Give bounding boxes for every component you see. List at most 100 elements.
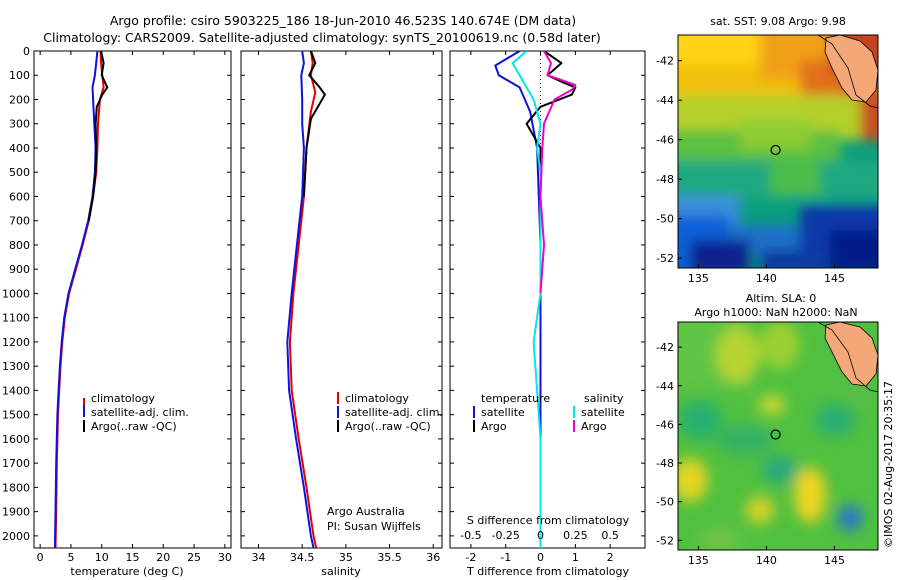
x-tick-label: 20 — [156, 551, 170, 564]
x-tick-label: -1 — [500, 551, 511, 564]
y-tick-label: 400 — [9, 142, 30, 155]
tasmania-landmass — [824, 35, 878, 103]
map-y-tick-label: -46 — [656, 134, 674, 147]
map-y-tick-label: -42 — [656, 55, 674, 68]
shelf-contour — [817, 322, 878, 393]
salinity-legend: climatology satellite-adj. clim. Argo(..… — [337, 392, 443, 433]
sla-map-subtitle: Argo h1000: NaN h2000: NaN — [694, 306, 857, 319]
y-tick-label: 1400 — [2, 384, 30, 397]
x-tick-label: 10 — [95, 551, 109, 564]
y-tick-label: 0 — [23, 45, 30, 58]
salinity-axes-frame — [240, 50, 443, 549]
map-y-tick-label: -50 — [656, 213, 674, 226]
sst-map-panel: sat. SST: 9.08 Argo: 9.98 — [656, 15, 879, 285]
sla-map-frame — [677, 321, 879, 551]
x-tick-label: 25 — [187, 551, 201, 564]
sst-map-title: sat. SST: 9.08 Argo: 9.98 — [710, 15, 846, 28]
series-line-satellite-adj-clim — [53, 51, 99, 548]
x-tick-label: 36 — [426, 551, 440, 564]
sla-map-panel: Altim. SLA: 0 Argo h1000: NaN h2000: NaN — [656, 292, 879, 567]
y-tick-label: 1600 — [2, 433, 30, 446]
argo-position-marker — [770, 144, 781, 156]
s-tick-label: -0.5 — [460, 529, 481, 542]
series-line-argo-raw-qc — [302, 51, 326, 197]
x-tick-label: 0 — [537, 551, 544, 564]
y-tick-label: 800 — [9, 239, 30, 252]
y-tick-label: 600 — [9, 190, 30, 203]
legend-label-sal-satellite: satellite — [581, 406, 625, 419]
x-tick-label: 34.5 — [290, 551, 315, 564]
y-tick-label: 1500 — [2, 409, 30, 422]
legend-label-satellite: satellite-adj. clim. — [345, 406, 443, 419]
legend-label-temp-argo: Argo — [481, 420, 507, 433]
temperature-axes-frame — [33, 50, 232, 549]
map-y-tick-label: -48 — [656, 173, 674, 186]
x-tick-label: -2 — [465, 551, 476, 564]
map-x-tick-label: 145 — [824, 554, 845, 567]
x-tick-label: 35 — [339, 551, 353, 564]
t-difference-xlabel: T difference from climatology — [466, 565, 629, 578]
x-tick-label: 0 — [37, 551, 44, 564]
x-tick-label: 15 — [126, 551, 140, 564]
legend-title-temperature: temperature — [481, 392, 550, 405]
temperature-legend: climatology satellite-adj. clim. Argo(..… — [83, 392, 189, 433]
salinity-xlabel: salinity — [321, 565, 361, 578]
x-tick-label: 2 — [607, 551, 614, 564]
y-tick-label: 1700 — [2, 457, 30, 470]
legend-label-sal-argo: Argo — [581, 420, 607, 433]
copyright-timestamp: ©IMOS 02-Aug-2017 20:35:17 — [882, 381, 895, 548]
difference-axes-frame — [449, 50, 646, 549]
map-x-tick-label: 145 — [824, 272, 845, 285]
figure-title-line1: Argo profile: csiro 5903225_186 18-Jun-2… — [110, 13, 576, 28]
series-line-argo-raw-qc — [87, 51, 109, 221]
map-y-tick-label: -50 — [656, 496, 674, 509]
series-line-climatology — [288, 51, 318, 548]
s-tick-label: -0.25 — [491, 529, 519, 542]
x-tick-label: 34 — [251, 551, 265, 564]
map-x-tick-label: 135 — [688, 272, 709, 285]
legend-label-argo: Argo(..raw -QC) — [345, 420, 431, 433]
map-y-tick-label: -42 — [656, 341, 674, 354]
operator-line2: PI: Susan Wijffels — [327, 520, 421, 533]
s-tick-label: 0 — [537, 529, 544, 542]
map-y-tick-label: -52 — [656, 252, 674, 265]
map-y-tick-label: -44 — [656, 380, 674, 393]
map-y-tick-label: -48 — [656, 457, 674, 470]
map-y-tick-label: -46 — [656, 418, 674, 431]
sst-map-frame — [677, 34, 879, 269]
s-tick-label: 0.25 — [563, 529, 588, 542]
series-line-temperature-argo — [525, 51, 577, 197]
map-x-tick-label: 140 — [756, 272, 777, 285]
x-tick-label: 35.5 — [377, 551, 402, 564]
series-line-salinity-argo — [539, 51, 577, 294]
map-y-tick-label: -52 — [656, 534, 674, 547]
y-tick-label: 1100 — [2, 312, 30, 325]
sla-map-field — [678, 322, 878, 550]
difference-legend: temperature satellite Argo salinity sate… — [473, 392, 625, 433]
temperature-xlabel: temperature (deg C) — [70, 565, 183, 578]
y-tick-label: 500 — [9, 166, 30, 179]
x-tick-label: 5 — [67, 551, 74, 564]
x-tick-label: 30 — [218, 551, 232, 564]
map-x-tick-label: 140 — [756, 554, 777, 567]
figure-title-line2: Climatology: CARS2009. Satellite-adjuste… — [43, 30, 600, 45]
legend-label-argo: Argo(..raw -QC) — [91, 420, 177, 433]
salinity-panel: 34 34.5 35 35.5 36 salinity climatology sate… — [240, 50, 443, 578]
y-tick-label: 700 — [9, 215, 30, 228]
legend-label-satellite: satellite-adj. clim. — [91, 406, 189, 419]
map-y-tick-label: -44 — [656, 94, 674, 107]
s-difference-xlabel: S difference from climatology — [467, 514, 630, 527]
map-x-tick-label: 135 — [688, 554, 709, 567]
argo-position-marker — [770, 429, 781, 440]
legend-title-salinity: salinity — [584, 392, 624, 405]
series-line-salinity-satellite — [511, 51, 542, 548]
y-tick-label: 200 — [9, 93, 30, 106]
y-tick-label: 300 — [9, 118, 30, 131]
sla-map-title: Altim. SLA: 0 — [746, 292, 817, 305]
y-tick-label: 1900 — [2, 506, 30, 519]
y-tick-label: 1000 — [2, 287, 30, 300]
s-tick-label: 0.5 — [601, 529, 619, 542]
y-tick-label: 2000 — [2, 530, 30, 543]
x-tick-label: 1 — [572, 551, 579, 564]
